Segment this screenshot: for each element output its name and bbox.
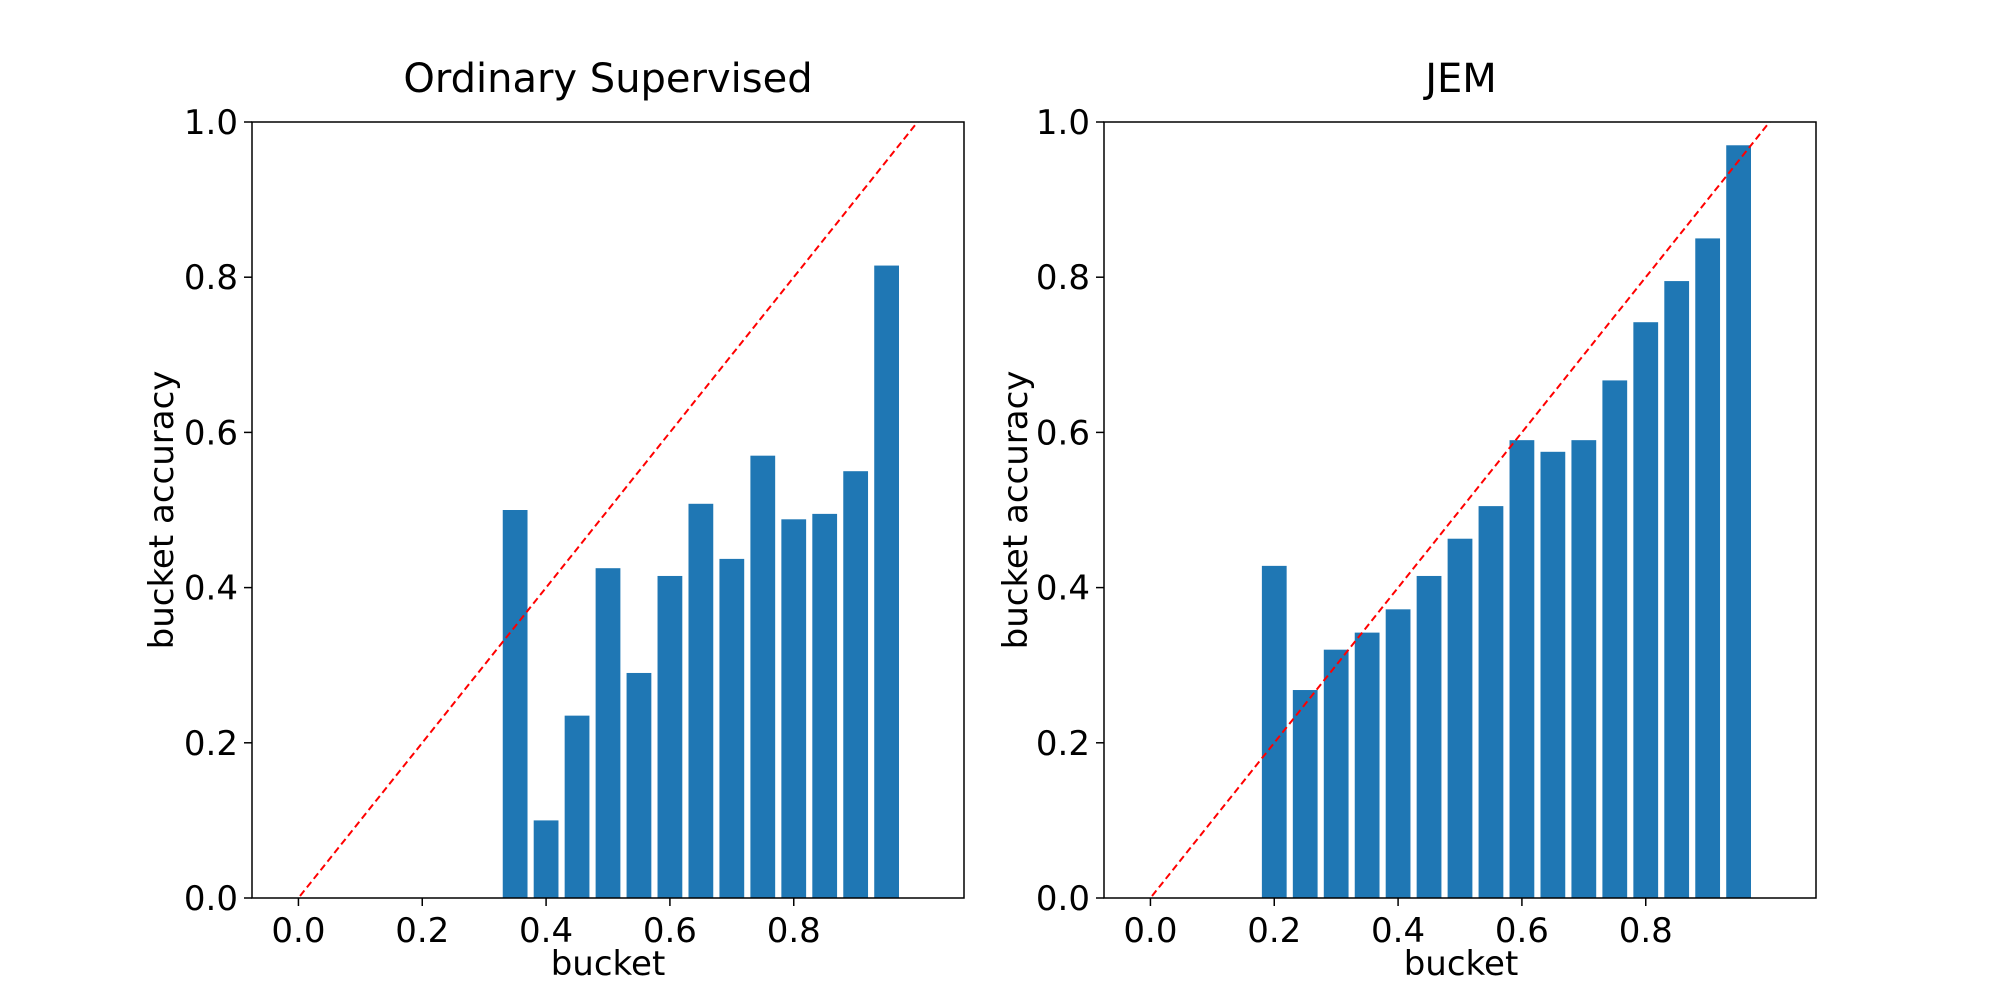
y-axis-label: bucket accuracy [996,371,1036,650]
x-tick-label: 0.4 [1371,911,1425,951]
y-axis-label: bucket accuracy [142,371,182,650]
x-axis-label: bucket [1404,944,1519,984]
y-tick-label: 0.0 [1036,879,1090,919]
x-tick-label: 0.0 [1123,911,1177,951]
x-tick-label: 0.8 [1619,911,1673,951]
reference-diagonal-line [297,122,919,898]
chart-panel-jem: JEM bucket bucket accuracy 0.0 0.2 0.4 0.6 0… [996,56,1817,984]
bar [874,265,899,898]
bar [1540,451,1566,898]
bar [595,568,621,898]
bar [1292,690,1318,898]
bar [1664,281,1690,899]
bar [564,715,590,898]
x-tick-label: 0.8 [767,911,821,951]
y-tick-label: 0.4 [184,569,238,609]
bar [1478,506,1504,898]
bar [843,471,869,898]
x-tick-label: 0.6 [643,911,697,951]
plot-frame [1103,121,1817,899]
y-tick-label: 0.2 [184,724,238,764]
bar [688,503,714,898]
y-tick-label: 0.6 [1036,413,1090,453]
bar [719,558,745,898]
y-tick-label: 0.6 [184,413,238,453]
bar [1416,575,1442,898]
y-tick-label: 0.2 [1036,724,1090,764]
bar [1726,145,1751,898]
bar [1571,440,1597,898]
chart-title: JEM [1422,56,1497,102]
bar [781,519,807,898]
bar [1509,440,1535,898]
x-tick-label: 0.0 [271,911,325,951]
bar [626,672,652,898]
bar [1695,238,1721,898]
bar [1323,649,1349,898]
plot-frame [251,121,965,899]
y-tick-label: 0.4 [1036,569,1090,609]
bar [1354,632,1380,898]
x-tick-label: 0.4 [519,911,573,951]
reference-diagonal-line [1149,122,1771,898]
y-tick-label: 0.0 [184,879,238,919]
y-tick-label: 0.8 [184,258,238,298]
chart-panel-ordinary-supervised: Ordinary Supervised bucket bucket accura… [142,56,965,984]
y-tick-label: 1.0 [1036,103,1090,143]
x-tick-label: 0.2 [395,911,449,951]
bar [502,510,528,898]
x-tick-label: 0.6 [1495,911,1549,951]
y-tick-label: 1.0 [184,103,238,143]
bar [1633,322,1659,899]
x-tick-label: 0.2 [1247,911,1301,951]
bar [657,575,683,898]
x-axis-label: bucket [551,944,666,984]
bar [1447,538,1473,898]
bar [1385,609,1411,898]
bar [533,820,559,898]
bar [750,455,776,898]
y-tick-label: 0.8 [1036,258,1090,298]
bar [1602,380,1628,898]
chart-title: Ordinary Supervised [403,56,812,102]
bar [812,513,838,898]
